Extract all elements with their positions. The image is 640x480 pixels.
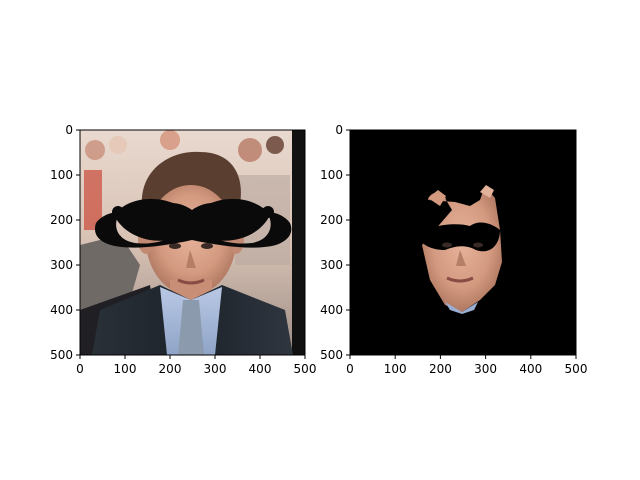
x-tick-label: 300	[474, 362, 497, 376]
y-tick-label: 200	[50, 213, 73, 227]
y-tick-label: 100	[320, 168, 343, 182]
y-tick-label: 300	[320, 258, 343, 272]
x-tick-label: 500	[294, 362, 317, 376]
y-tick-label: 400	[320, 303, 343, 317]
y-tick-label: 500	[50, 348, 73, 362]
x-tick-label: 0	[346, 362, 354, 376]
x-tick-label: 0	[76, 362, 84, 376]
y-tick-label: 100	[50, 168, 73, 182]
y-tick-label: 200	[320, 213, 343, 227]
photo-right	[350, 130, 576, 355]
axes-frame-left	[79, 129, 306, 356]
y-tick-label: 0	[65, 123, 73, 137]
x-tick-label: 400	[519, 362, 542, 376]
x-tick-label: 100	[384, 362, 407, 376]
x-tick-label: 100	[114, 362, 137, 376]
x-tick-label: 200	[159, 362, 182, 376]
x-tick-label: 200	[429, 362, 452, 376]
x-tick-label: 400	[249, 362, 272, 376]
photo-left	[80, 130, 305, 355]
y-tick-label: 300	[50, 258, 73, 272]
y-tick-label: 0	[335, 123, 343, 137]
y-tick-label: 400	[50, 303, 73, 317]
axes-frame-right	[349, 129, 577, 356]
x-tick-label: 300	[204, 362, 227, 376]
y-tick-label: 500	[320, 348, 343, 362]
x-tick-label: 500	[565, 362, 588, 376]
